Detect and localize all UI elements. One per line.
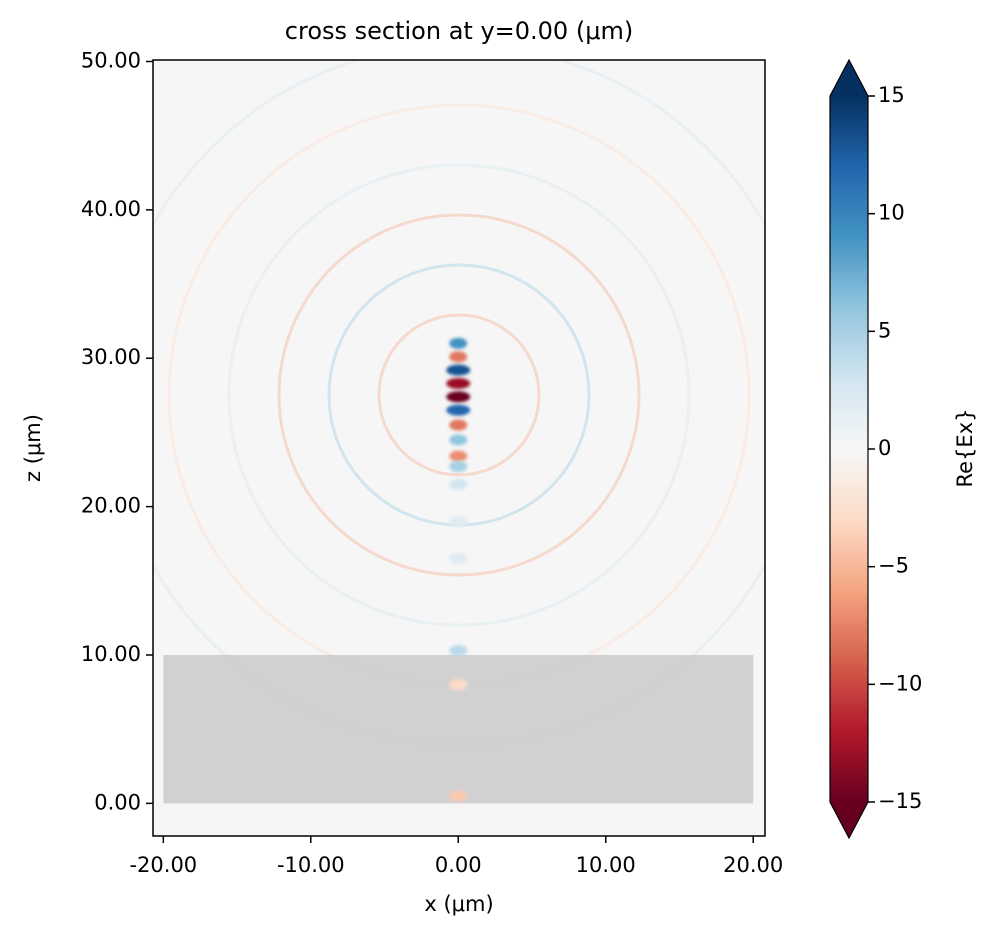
field-spot — [449, 351, 468, 363]
substrate — [163, 654, 754, 804]
field-spot — [449, 337, 468, 349]
colorbar-extend-min — [830, 802, 868, 838]
y-tick-label: 50.00 — [81, 48, 141, 72]
colorbar-tick-label: 10 — [878, 201, 905, 225]
field-spot — [446, 391, 471, 403]
field-spot — [449, 478, 468, 490]
field-spot — [446, 364, 471, 376]
x-tick-label: -20.00 — [129, 853, 197, 877]
field-spot — [449, 645, 468, 657]
colorbar-tick-label: −10 — [878, 671, 922, 695]
colorbar-tick-label: −15 — [878, 789, 922, 813]
colorbar-label: Re{Ex} — [953, 409, 977, 488]
colorbar-tick-label: 0 — [878, 436, 891, 460]
field-spot — [446, 404, 471, 416]
y-tick-label: 30.00 — [81, 345, 141, 369]
x-tick-label: -10.00 — [277, 853, 345, 877]
y-tick-label: 10.00 — [81, 642, 141, 666]
field-spot — [449, 790, 468, 802]
field-spot — [449, 461, 468, 473]
field-spot — [449, 434, 468, 446]
plot-layer — [163, 337, 754, 804]
field-spot — [449, 419, 468, 431]
x-tick-label: 10.00 — [576, 853, 636, 877]
field-spot — [449, 515, 468, 527]
x-tick-label: 20.00 — [723, 853, 783, 877]
chart-title: cross section at y=0.00 (μm) — [285, 17, 633, 45]
colorbar-extend-max — [830, 60, 868, 96]
y-tick-label: 20.00 — [81, 494, 141, 518]
field-spot — [449, 679, 468, 691]
x-tick-label: 0.00 — [435, 853, 482, 877]
x-axis-label: x (μm) — [424, 892, 493, 916]
colorbar-tick-label: 5 — [878, 318, 891, 342]
field-spot — [449, 553, 468, 565]
colorbar: 15 10 5 0 −5 −10 −15 — [829, 58, 922, 840]
y-tick-label: 0.00 — [94, 790, 141, 814]
field-spot — [449, 450, 468, 462]
field-spot — [446, 377, 471, 389]
y-axis-label: z (μm) — [21, 414, 45, 482]
colorbar-tick-label: 15 — [878, 83, 905, 107]
colorbar-body — [830, 96, 868, 802]
colorbar-tick-label: −5 — [878, 554, 909, 578]
y-tick-label: 40.00 — [81, 197, 141, 221]
